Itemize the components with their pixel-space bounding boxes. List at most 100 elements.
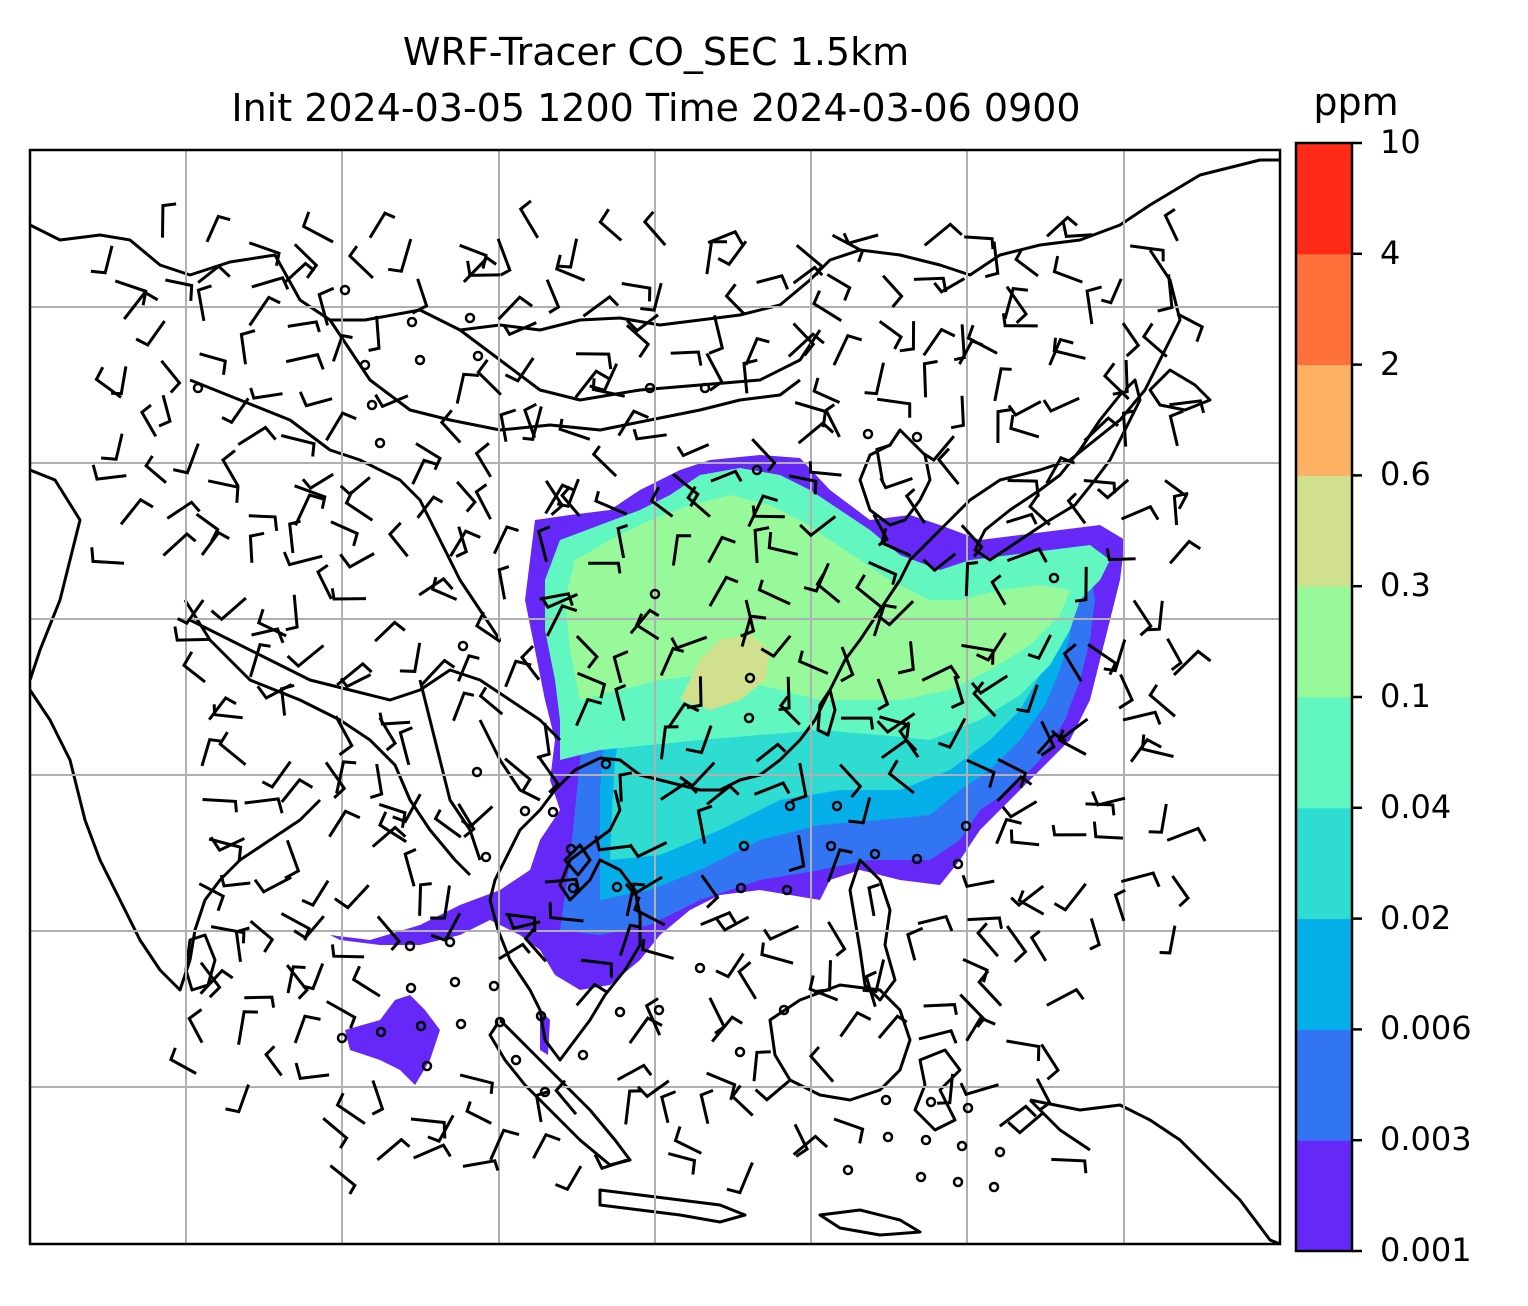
wind-barb <box>111 366 128 396</box>
wind-barb <box>293 243 319 279</box>
calm-wind-circle <box>751 464 763 476</box>
wind-barb <box>330 520 360 547</box>
wind-barb <box>975 632 1007 662</box>
wind-barb <box>532 1132 561 1160</box>
wind-barb <box>492 525 519 555</box>
wind-barb <box>1113 888 1126 922</box>
wind-barb <box>554 1165 583 1192</box>
wind-barb <box>575 697 603 727</box>
wind-barb <box>676 443 710 458</box>
wind-barb <box>808 1046 835 1083</box>
wind-barb <box>1045 455 1076 485</box>
wind-barb <box>1085 802 1116 816</box>
wind-barb <box>670 350 703 366</box>
coast-korea <box>858 428 932 527</box>
wind-barb <box>876 397 912 418</box>
wind-barb <box>899 321 916 353</box>
wind-barb <box>617 409 649 437</box>
wind-barb <box>614 684 627 721</box>
wind-barb <box>1009 829 1040 847</box>
calm-wind-circle <box>952 858 964 870</box>
wind-barb <box>708 575 739 607</box>
wind-barb <box>1014 249 1039 278</box>
wind-barb <box>717 240 748 267</box>
coast-java <box>598 1188 747 1224</box>
wind-barb <box>970 674 1009 695</box>
wind-barb <box>1010 884 1045 908</box>
wind-barb <box>624 1089 642 1125</box>
wind-barb <box>478 686 504 716</box>
wind-barb <box>708 315 725 355</box>
colorbar <box>1294 141 1362 1253</box>
wind-barb <box>144 455 167 484</box>
border-china-south <box>328 319 801 432</box>
calm-wind-circle <box>920 1134 932 1146</box>
wind-barb <box>418 882 432 916</box>
wind-barb <box>1036 731 1067 755</box>
wind-barb <box>753 781 791 796</box>
wind-barb <box>539 592 574 606</box>
wind-barb <box>591 378 626 398</box>
wind-barb <box>335 760 357 794</box>
wind-barb <box>378 716 398 752</box>
wind-barb <box>455 372 480 404</box>
wind-barb <box>618 923 642 957</box>
wind-barb <box>261 760 292 789</box>
wind-barb <box>640 282 663 312</box>
calm-wind-circle <box>649 588 661 600</box>
calm-wind-circle <box>535 1010 547 1022</box>
wind-barb <box>1052 255 1083 284</box>
wind-barb <box>964 235 995 250</box>
wind-barb <box>339 552 375 569</box>
wind-barb <box>173 626 211 642</box>
wind-barb <box>459 1073 494 1094</box>
wind-barb <box>1048 337 1074 366</box>
wind-barb <box>1121 409 1136 447</box>
colorbar-segment <box>1296 586 1352 698</box>
wind-barb <box>1003 286 1029 320</box>
wind-barb <box>797 650 829 675</box>
wind-barb <box>1001 313 1038 328</box>
calm-wind-circle <box>464 312 476 324</box>
wind-barb <box>1046 987 1085 1007</box>
colorbar-segment <box>1296 475 1352 587</box>
wind-barb <box>119 497 154 526</box>
wind-barb <box>285 352 325 370</box>
wind-barb <box>1163 207 1179 242</box>
wind-barb <box>225 1084 250 1114</box>
colorbar-segment <box>1296 143 1352 255</box>
wind-barb <box>368 211 396 239</box>
wind-barb <box>248 531 265 563</box>
wind-barb <box>591 445 618 478</box>
wind-barb <box>449 529 481 557</box>
calm-wind-circle <box>414 354 426 366</box>
wind-barb <box>94 366 122 399</box>
wind-barb <box>1147 600 1164 632</box>
wind-barb <box>294 484 327 510</box>
wind-barb <box>699 1089 714 1125</box>
calm-wind-circle <box>694 962 706 974</box>
wind-barb <box>506 913 541 930</box>
wind-barb <box>744 336 770 366</box>
wind-barb <box>519 645 541 681</box>
wind-barb <box>322 1117 349 1149</box>
wind-barb <box>878 320 903 350</box>
wind-barb <box>540 593 578 610</box>
wind-barb <box>378 712 411 726</box>
calm-wind-circle <box>653 1004 665 1016</box>
calm-wind-circle <box>1048 572 1060 584</box>
wind-barb <box>1091 790 1126 807</box>
wind-barb <box>1057 729 1087 756</box>
wind-barb <box>280 777 314 803</box>
calm-wind-circle <box>962 1102 974 1114</box>
wind-barb <box>933 277 966 294</box>
calm-wind-circle <box>472 350 484 362</box>
wind-barb <box>413 1143 452 1160</box>
wind-barb <box>474 483 492 520</box>
wind-barb <box>808 975 839 1002</box>
wind-barb <box>824 403 841 438</box>
wind-barb <box>1132 599 1153 637</box>
wind-barb <box>813 960 832 994</box>
plume-contour <box>345 995 440 1085</box>
wind-barb <box>169 1047 197 1075</box>
